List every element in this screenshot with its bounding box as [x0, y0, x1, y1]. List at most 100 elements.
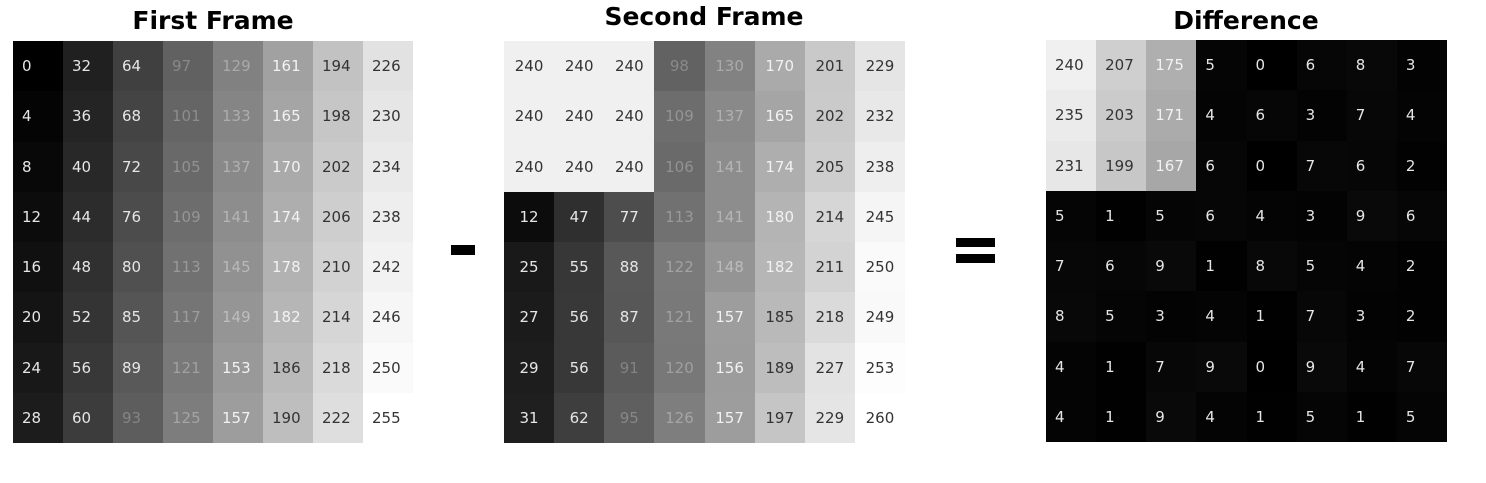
first-frame-cell: 198 — [313, 91, 363, 142]
first-frame-cell: 161 — [263, 41, 313, 92]
minus-operator — [451, 245, 475, 255]
difference-cell: 1 — [1246, 291, 1297, 342]
difference-cell: 6 — [1296, 40, 1347, 91]
first-frame-cell: 101 — [163, 91, 213, 142]
first-frame-cell: 24 — [13, 342, 63, 393]
difference-cell: 6 — [1246, 90, 1297, 141]
first-frame-cell: 190 — [263, 392, 313, 443]
difference-cell: 171 — [1146, 90, 1197, 141]
first-frame-cell: 89 — [113, 342, 163, 393]
difference-cell: 8 — [1046, 291, 1097, 342]
difference-cell: 235 — [1046, 90, 1097, 141]
difference-cell: 9 — [1146, 241, 1197, 292]
difference-cell: 3 — [1296, 190, 1347, 241]
difference-cell: 167 — [1146, 140, 1197, 191]
first-frame-cell: 68 — [113, 91, 163, 142]
difference-cell: 1 — [1196, 241, 1247, 292]
first-frame-cell: 56 — [63, 342, 113, 393]
second-frame-cell: 156 — [704, 342, 755, 393]
first-frame-cell: 72 — [113, 141, 163, 192]
first-frame-cell: 76 — [113, 191, 163, 242]
difference-cell: 6 — [1396, 190, 1447, 241]
first-frame-cell: 12 — [13, 191, 63, 242]
second-frame-cell: 12 — [504, 191, 555, 242]
difference-cell: 4 — [1246, 190, 1297, 241]
second-frame-cell: 185 — [754, 292, 805, 343]
difference-cell: 1 — [1246, 391, 1297, 442]
first-frame-cell: 44 — [63, 191, 113, 242]
difference-cell: 199 — [1096, 140, 1147, 191]
difference-cell: 0 — [1246, 140, 1297, 191]
difference-cell: 0 — [1246, 341, 1297, 392]
first-frame-cell: 210 — [313, 242, 363, 293]
second-frame-cell: 182 — [754, 242, 805, 293]
second-frame-cell: 240 — [604, 41, 655, 92]
second-frame-cell: 137 — [704, 91, 755, 142]
difference-cell: 6 — [1346, 140, 1397, 191]
second-frame-cell: 205 — [804, 141, 855, 192]
first-frame-cell: 186 — [263, 342, 313, 393]
second-frame-cell: 229 — [804, 392, 855, 443]
second-frame-cell: 121 — [654, 292, 705, 343]
first-frame-cell: 250 — [363, 342, 413, 393]
difference-cell: 231 — [1046, 140, 1097, 191]
second-frame-cell: 29 — [504, 342, 555, 393]
second-frame-cell: 180 — [754, 191, 805, 242]
first-frame-cell: 0 — [13, 41, 63, 92]
first-frame-title: First Frame — [132, 6, 294, 35]
first-frame-cell: 20 — [13, 292, 63, 343]
first-frame-cell: 218 — [313, 342, 363, 393]
second-frame-cell: 27 — [504, 292, 555, 343]
first-frame-cell: 117 — [163, 292, 213, 343]
difference-cell: 175 — [1146, 40, 1197, 91]
difference-cell: 2 — [1396, 140, 1447, 191]
first-frame-cell: 93 — [113, 392, 163, 443]
difference-cell: 4 — [1396, 90, 1447, 141]
difference-cell: 9 — [1146, 391, 1197, 442]
second-frame-cell: 240 — [604, 91, 655, 142]
difference-cell: 8 — [1346, 40, 1397, 91]
second-frame-cell: 253 — [854, 342, 905, 393]
first-frame-cell: 149 — [213, 292, 263, 343]
first-frame-cell: 255 — [363, 392, 413, 443]
difference-cell: 4 — [1196, 90, 1247, 141]
difference-cell: 4 — [1196, 291, 1247, 342]
second-frame-cell: 227 — [804, 342, 855, 393]
second-frame-cell: 240 — [504, 91, 555, 142]
second-frame-cell: 260 — [854, 392, 905, 443]
second-frame-cell: 174 — [754, 141, 805, 192]
first-frame-cell: 121 — [163, 342, 213, 393]
second-frame-cell: 113 — [654, 191, 705, 242]
difference-cell: 9 — [1346, 190, 1397, 241]
first-frame-cell: 97 — [163, 41, 213, 92]
first-frame-cell: 125 — [163, 392, 213, 443]
second-frame-cell: 240 — [554, 41, 605, 92]
second-frame-cell: 250 — [854, 242, 905, 293]
first-frame-cell: 157 — [213, 392, 263, 443]
difference-cell: 7 — [1146, 341, 1197, 392]
second-frame-cell: 201 — [804, 41, 855, 92]
second-frame-cell: 218 — [804, 292, 855, 343]
difference-cell: 9 — [1196, 341, 1247, 392]
second-frame-cell: 141 — [704, 191, 755, 242]
difference-cell: 7 — [1346, 90, 1397, 141]
difference-cell: 5 — [1296, 241, 1347, 292]
first-frame-cell: 105 — [163, 141, 213, 192]
second-frame-cell: 55 — [554, 242, 605, 293]
first-frame-cell: 8 — [13, 141, 63, 192]
difference-cell: 7 — [1396, 341, 1447, 392]
first-frame-cell: 153 — [213, 342, 263, 393]
first-frame-cell: 16 — [13, 242, 63, 293]
difference-cell: 2 — [1396, 291, 1447, 342]
second-frame-cell: 211 — [804, 242, 855, 293]
first-frame-cell: 145 — [213, 242, 263, 293]
difference-cell: 6 — [1196, 140, 1247, 191]
second-frame-cell: 240 — [504, 141, 555, 192]
second-frame-cell: 240 — [604, 141, 655, 192]
first-frame-cell: 64 — [113, 41, 163, 92]
first-frame-cell: 141 — [213, 191, 263, 242]
second-frame-cell: 165 — [754, 91, 805, 142]
first-frame-cell: 178 — [263, 242, 313, 293]
second-frame-cell: 141 — [704, 141, 755, 192]
second-frame-cell: 232 — [854, 91, 905, 142]
